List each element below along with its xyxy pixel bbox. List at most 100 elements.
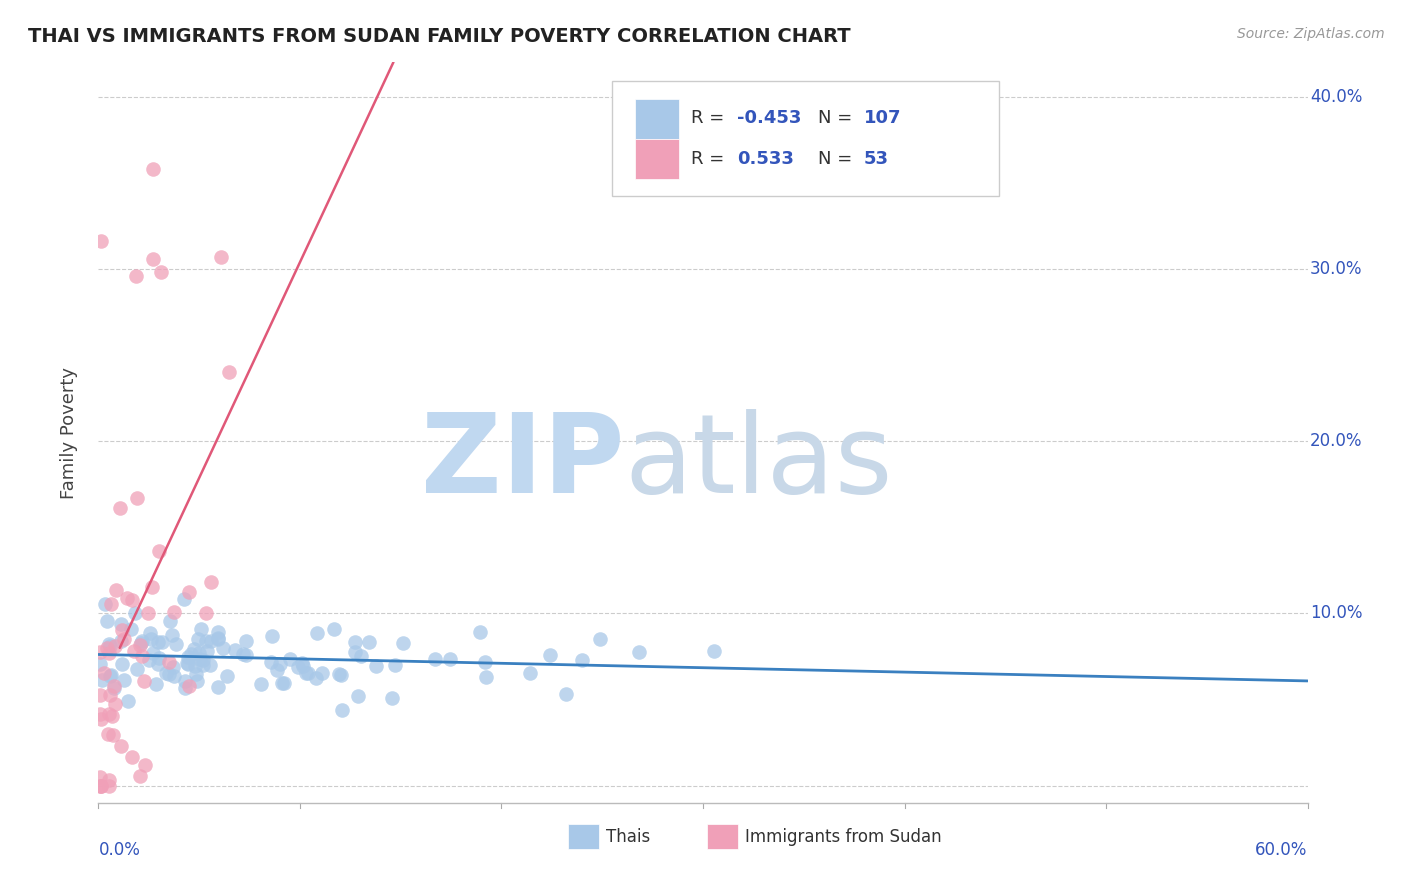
Point (103, 697, 125, 711)
Point (124, 644, 146, 658)
Point (97, 779, 120, 793)
Text: -0.453: -0.453 (737, 109, 801, 127)
Point (212, 641, 235, 656)
Point (190, 622, 212, 636)
FancyBboxPatch shape (707, 823, 738, 848)
Point (439, 652, 461, 666)
Point (215, 669, 238, 683)
Point (112, 673, 135, 688)
Text: 107: 107 (863, 109, 901, 127)
Point (266, 663, 288, 677)
Text: R =: R = (690, 150, 730, 168)
Text: 30.0%: 30.0% (1310, 260, 1362, 278)
Point (291, 656, 314, 670)
Point (91, 673, 114, 687)
Point (381, 691, 404, 706)
Point (207, 631, 229, 645)
Point (184, 667, 207, 681)
Point (194, 634, 217, 648)
Point (139, 632, 162, 647)
Point (173, 674, 195, 689)
Point (179, 584, 201, 599)
Point (191, 653, 214, 667)
Point (89, 779, 111, 793)
Text: 20.0%: 20.0% (1310, 433, 1362, 450)
Point (131, 634, 153, 648)
Point (93, 665, 115, 680)
Point (145, 677, 167, 691)
Point (162, 660, 184, 674)
Point (347, 689, 370, 703)
Point (100, 669, 122, 683)
Point (184, 659, 207, 673)
Point (235, 648, 257, 663)
Point (384, 657, 406, 672)
Point (207, 632, 229, 646)
Point (98, 688, 121, 702)
Point (127, 491, 149, 505)
FancyBboxPatch shape (636, 139, 679, 179)
Point (110, 633, 132, 648)
Point (132, 674, 155, 689)
Point (186, 673, 208, 688)
Point (148, 651, 170, 665)
Point (328, 667, 350, 681)
Point (475, 670, 498, 684)
Point (98, 646, 121, 660)
Point (90, 779, 112, 793)
Point (98, 639, 121, 653)
Point (97, 706, 120, 721)
Point (96, 641, 118, 656)
Point (177, 657, 200, 671)
Text: Source: ZipAtlas.com: Source: ZipAtlas.com (1237, 27, 1385, 41)
Point (391, 636, 413, 650)
Point (96, 614, 118, 628)
Point (162, 669, 184, 683)
Point (89, 657, 111, 672)
Point (344, 635, 367, 649)
Point (269, 657, 291, 671)
Text: Immigrants from Sudan: Immigrants from Sudan (745, 828, 942, 846)
Point (160, 628, 183, 642)
Point (188, 652, 211, 666)
Point (292, 658, 315, 673)
Point (104, 639, 127, 653)
Point (117, 694, 139, 708)
Point (148, 543, 170, 558)
Point (555, 687, 578, 701)
Point (187, 632, 209, 647)
Point (110, 617, 132, 632)
Point (474, 655, 496, 669)
Point (155, 666, 177, 681)
Point (209, 250, 232, 264)
Point (90, 235, 112, 249)
Point (627, 645, 650, 659)
Text: atlas: atlas (624, 409, 893, 516)
Point (138, 653, 160, 667)
Text: THAI VS IMMIGRANTS FROM SUDAN FAMILY POVERTY CORRELATION CHART: THAI VS IMMIGRANTS FROM SUDAN FAMILY POV… (28, 27, 851, 45)
Point (260, 655, 283, 669)
Point (120, 622, 142, 636)
Point (470, 625, 492, 640)
Point (146, 657, 169, 671)
Text: Thais: Thais (606, 828, 651, 846)
Text: 40.0%: 40.0% (1310, 88, 1362, 106)
Point (332, 703, 354, 717)
Point (187, 646, 209, 660)
Point (311, 665, 333, 680)
Point (703, 644, 725, 658)
Text: N =: N = (818, 109, 858, 127)
Point (97, 727, 120, 741)
Point (343, 644, 366, 658)
Point (176, 656, 198, 670)
Point (173, 591, 195, 606)
Point (249, 676, 271, 690)
Point (195, 606, 218, 620)
Point (103, 679, 125, 693)
Text: 60.0%: 60.0% (1256, 840, 1308, 859)
Point (89, 645, 111, 659)
Point (139, 625, 162, 640)
Point (162, 605, 184, 619)
Point (183, 641, 205, 656)
Point (98, 637, 121, 651)
